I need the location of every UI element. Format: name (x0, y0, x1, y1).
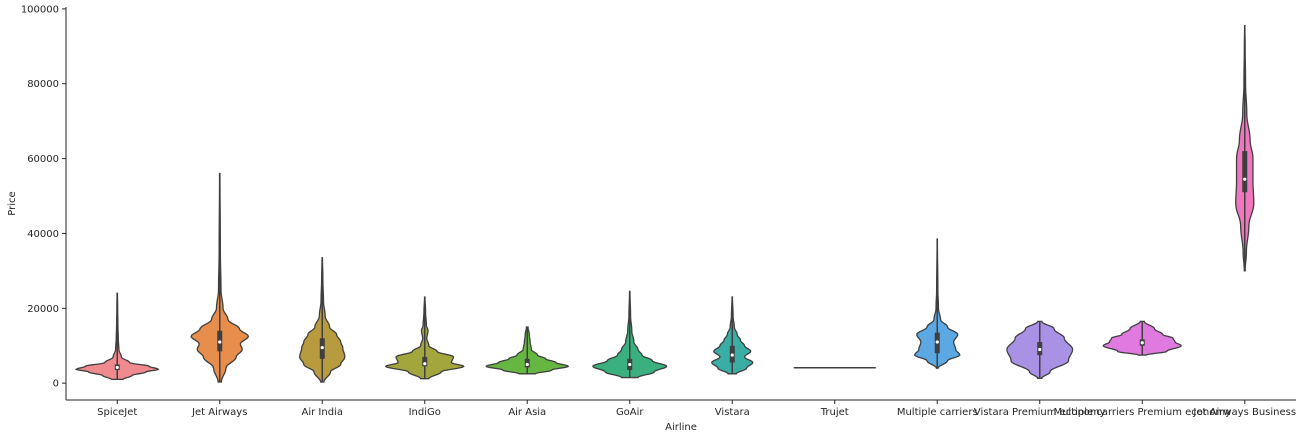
violin-median-dot (730, 353, 734, 357)
x-axis-label: Airline (665, 422, 697, 433)
violin-median-dot (115, 365, 119, 370)
violin-goair (592, 290, 668, 379)
x-tick-label: GoAir (616, 407, 644, 418)
violin-median-dot (525, 362, 529, 367)
x-tick-label: Vistara Premium economy (974, 407, 1106, 418)
violin-air-india (299, 257, 346, 383)
violin-median-dot (320, 346, 324, 350)
y-tick-label: 100000 (21, 4, 59, 15)
y-ticks: 0 20000 40000 60000 80000 100000 (21, 4, 66, 390)
violin-jet-airways (190, 172, 250, 383)
x-tick-label: Air India (302, 407, 343, 418)
violin-median-dot (628, 362, 632, 367)
violin-median-dot (1038, 347, 1042, 352)
violin-multiple-carriers-premium-economy (1102, 320, 1182, 356)
violin-indigo (384, 296, 465, 380)
violins-layer (74, 25, 1255, 383)
y-tick-label: 0 (53, 379, 59, 390)
x-tick-label: IndiGo (409, 407, 441, 418)
x-ticks: SpiceJet Jet Airways Air India IndiGo Air As… (97, 400, 1296, 418)
violin-vistara-premium-economy (1006, 320, 1074, 379)
violin-median-dot (1140, 341, 1144, 345)
x-tick-label: Jet Airways Business (1192, 407, 1296, 418)
violin-median-dot (423, 362, 427, 366)
y-tick-label: 40000 (27, 229, 59, 240)
x-tick-label: Trujet (820, 407, 849, 418)
x-tick-label: Multiple carriers Premium economy (1053, 407, 1231, 418)
violin-multiple-carriers (914, 238, 961, 369)
y-tick-label: 20000 (27, 304, 59, 315)
violin-median-dot (935, 340, 939, 344)
violin-iqr-box (1242, 151, 1248, 193)
x-tick-label: SpiceJet (97, 407, 137, 418)
violin-iqr-box (422, 356, 428, 367)
y-tick-label: 80000 (27, 79, 59, 90)
x-tick-label: Air Asia (508, 407, 546, 418)
x-tick-label: Vistara (715, 407, 750, 418)
x-tick-label: Jet Airways (191, 407, 247, 418)
violin-median-dot (218, 340, 222, 344)
x-tick-label: Multiple carriers (897, 407, 978, 418)
violin-spicejet (74, 292, 160, 381)
violin-air-asia (485, 326, 570, 375)
y-axis-label: Price (7, 191, 18, 215)
violin-jet-airways-business (1235, 25, 1255, 272)
violin-vistara (711, 296, 754, 375)
y-tick-label: 60000 (27, 154, 59, 165)
violin-median-dot (1243, 177, 1247, 181)
